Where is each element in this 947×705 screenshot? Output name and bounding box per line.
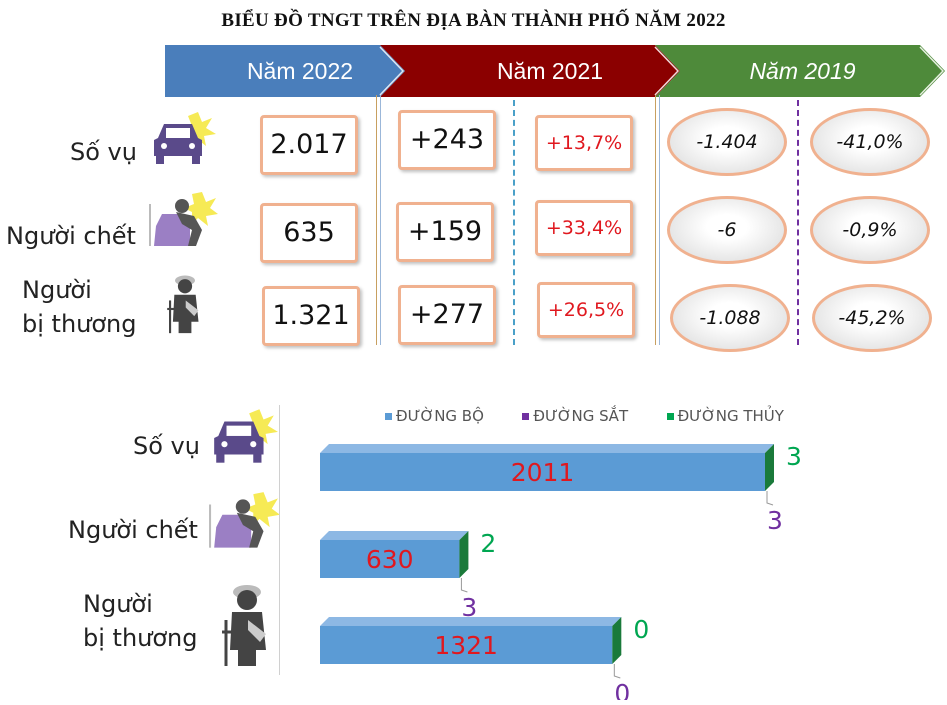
year-2021-label: Năm 2021	[496, 58, 604, 84]
bar-label-rail-injured: 0	[614, 679, 630, 700]
page-title: BIỂU ĐỒ TNGT TRÊN ĐỊA BÀN THÀNH PHỐ NĂM …	[221, 10, 726, 31]
bar-road-deaths	[320, 540, 460, 578]
bar-label-water-accidents: 3	[786, 442, 802, 471]
accidents-2019-change: -1.404	[667, 108, 787, 176]
legend-swatch-rail	[522, 413, 530, 420]
bar-label-water-injured: 0	[633, 615, 649, 644]
row-label-injured-line2: bị thương	[22, 310, 137, 338]
bar-road-injured	[320, 626, 613, 664]
year-2022-label: Năm 2022	[246, 58, 354, 84]
bar-leader-rail-deaths	[460, 578, 468, 593]
deaths-2019-pct: -0,9%	[810, 196, 930, 264]
legend-item-road: ĐƯỜNG BỘ	[385, 407, 484, 425]
bar-end-deaths	[459, 531, 469, 578]
deaths-2019-change: -6	[667, 196, 787, 264]
chart-car-crash-icon	[214, 409, 278, 463]
year-header-arrows	[165, 45, 945, 97]
bar-end-injured	[612, 617, 622, 664]
deaths-2021-change: +159	[396, 202, 494, 262]
year-2019-label: Năm 2019	[749, 58, 856, 84]
row-label-deaths: Người chết	[6, 222, 136, 250]
injured-2019-change: -1.088	[670, 284, 790, 352]
accidents-2021-change: +243	[398, 110, 496, 170]
year-2019-arrow	[655, 45, 945, 97]
car-crash-icon	[154, 112, 216, 164]
injured-2021-change: +277	[398, 285, 496, 345]
chart-person-car-crash-icon	[209, 492, 280, 548]
legend-swatch-road	[385, 413, 392, 420]
chart-label-injured-line1: Người	[83, 590, 153, 618]
bar-leader-rail-accidents	[766, 491, 774, 506]
chart-label-deaths: Người chết	[68, 516, 198, 544]
accidents-2021-pct: +13,7%	[535, 115, 633, 171]
chart-divider	[279, 405, 280, 675]
row-label-injured-line1: Người	[22, 276, 92, 304]
bar-label-rail-accidents: 3	[767, 506, 783, 535]
accidents-2019-pct: -41,0%	[810, 108, 930, 176]
bar-label-water-deaths: 2	[480, 529, 496, 558]
accidents-2022-value: 2.017	[260, 115, 358, 175]
legend-item-water: ĐƯỜNG THỦY	[666, 407, 784, 425]
injured-2021-pct: +26,5%	[537, 282, 635, 338]
deaths-2021-pct: +33,4%	[535, 200, 633, 256]
chart-injured-person-icon	[222, 585, 266, 666]
row-label-accidents: Số vụ	[70, 138, 137, 166]
bar-road-top-injured	[320, 617, 622, 626]
bar-label-road-deaths: 630	[366, 545, 414, 574]
bar-label-road-injured: 1321	[434, 631, 498, 660]
injured-2022-value: 1.321	[262, 286, 360, 346]
injured-person-icon	[167, 275, 199, 334]
chart-label-injured-line2: bị thương	[83, 624, 198, 652]
bar-road-top-accidents	[320, 444, 774, 453]
person-car-crash-icon	[149, 192, 218, 246]
year-2021-arrow	[380, 45, 680, 97]
bar-label-road-accidents: 2011	[511, 458, 575, 487]
bar-road-top-deaths	[320, 531, 469, 540]
bar-end-accidents	[765, 444, 774, 491]
deaths-2022-value: 635	[260, 203, 358, 263]
year-2022-arrow	[165, 45, 405, 97]
bar-chart: 2011 3 3 630 2 3 1321 0 0	[320, 442, 802, 700]
chart-label-accidents: Số vụ	[133, 432, 200, 460]
legend-item-rail: ĐƯỜNG SẮT	[522, 407, 628, 425]
injured-2019-pct: -45,2%	[812, 284, 932, 352]
legend-swatch-water	[666, 413, 674, 420]
bar-label-rail-deaths: 3	[461, 593, 477, 622]
chart-legend: ĐƯỜNG BỘ ĐƯỜNG SẮT ĐƯỜNG THỦY	[385, 407, 784, 426]
bar-leader-rail-injured	[613, 664, 621, 679]
bar-road-accidents	[320, 453, 765, 491]
